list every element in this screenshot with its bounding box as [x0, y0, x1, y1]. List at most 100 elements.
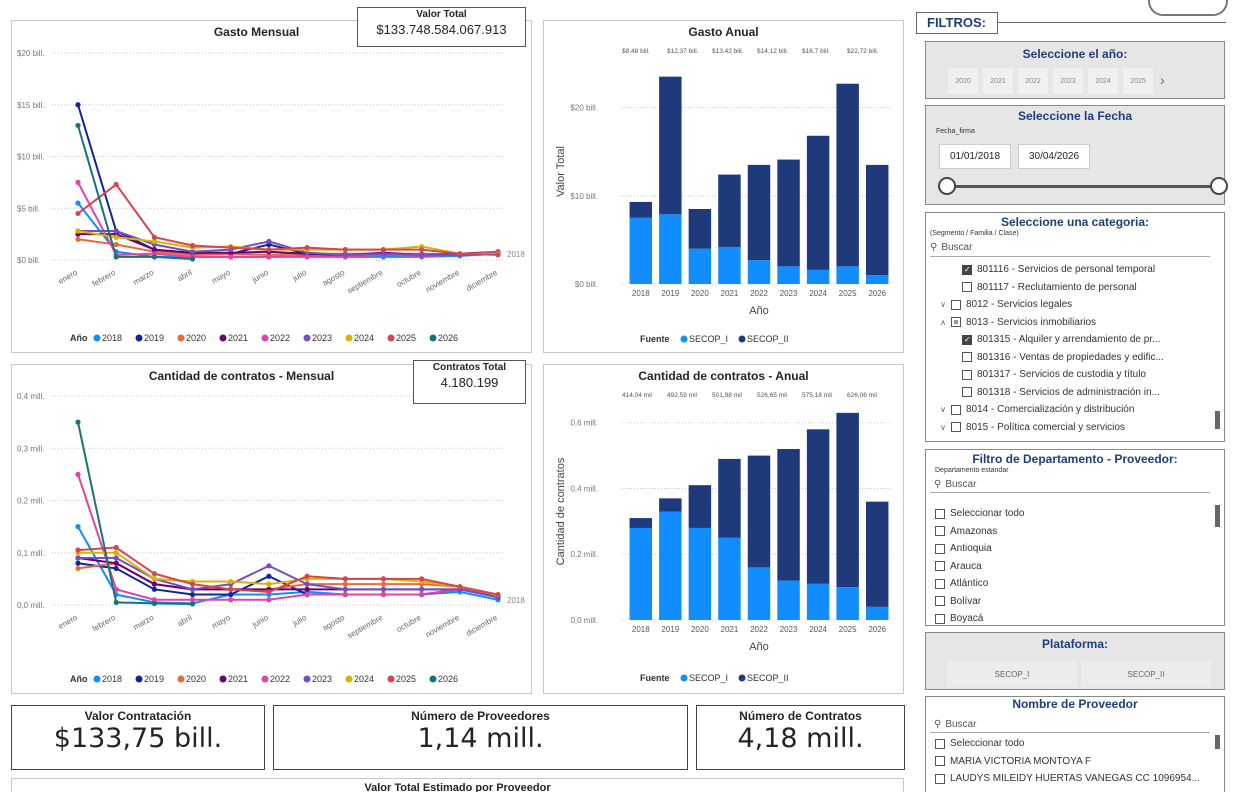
gasto-mensual-point-2026: [151, 254, 157, 260]
gasto-mensual-series-line-2025: [77, 183, 499, 256]
proveedor-scrollbar[interactable]: [1215, 735, 1220, 749]
contratos-mensual-point-2023: [113, 555, 119, 561]
year-option-2023[interactable]: 2023: [1053, 68, 1083, 94]
category-item[interactable]: 801117 - Reclutamiento de personal: [926, 279, 1216, 297]
contratos-mensual-legend-marker-2024: [345, 675, 353, 683]
checkbox-icon[interactable]: [951, 299, 961, 310]
category-item[interactable]: ∨ 8015 - Política comercial y servicios: [926, 419, 1216, 437]
checkbox-icon[interactable]: [962, 264, 972, 275]
checkbox-icon[interactable]: [935, 508, 945, 519]
category-scrollbar[interactable]: [1215, 411, 1220, 429]
gasto-anual-x-tick: 2018: [632, 289, 650, 298]
contratos-mensual-y-tick: 0,0 mill.: [17, 601, 45, 610]
gasto-anual-title: Gasto Anual: [688, 25, 759, 39]
date-slider-end-handle[interactable]: [1210, 177, 1228, 195]
departamento-item[interactable]: Amazonas: [935, 523, 1215, 541]
gasto-anual-x-tick: 2023: [780, 289, 798, 298]
checkbox-icon[interactable]: [935, 773, 945, 784]
checkbox-icon[interactable]: [935, 613, 945, 624]
chevron-up-icon[interactable]: ∧: [940, 317, 946, 327]
proveedor-item[interactable]: MARIA VICTORIA MONTOYA F: [935, 753, 1215, 771]
checkbox-icon[interactable]: [935, 543, 945, 554]
year-option-2021[interactable]: 2021: [983, 68, 1013, 94]
gasto-mensual-x-tick: junio: [250, 268, 270, 285]
checkbox-icon[interactable]: [962, 352, 972, 363]
checkbox-icon[interactable]: [962, 282, 972, 293]
category-search-divider: [930, 256, 1210, 257]
checkbox-icon[interactable]: [962, 387, 972, 398]
departamento-search[interactable]: ⚲ Buscar: [934, 479, 1224, 490]
contratos-anual-x-tick: 2026: [868, 625, 886, 634]
category-item[interactable]: 801315 - Alquiler y arrendamiento de pr.…: [926, 331, 1216, 349]
gasto-mensual-legend-marker-2025: [387, 334, 395, 342]
chevron-right-icon[interactable]: ›: [1160, 72, 1165, 88]
proveedor-item[interactable]: Seleccionar todo: [935, 735, 1215, 753]
checkbox-icon[interactable]: [962, 369, 972, 380]
departamento-scrollbar[interactable]: [1215, 505, 1220, 527]
contratos-mensual-x-tick: septiembre: [346, 613, 385, 641]
year-option-2025[interactable]: 2025: [1123, 68, 1153, 94]
gasto-mensual-legend-marker-2023: [303, 334, 311, 342]
checkbox-icon[interactable]: [935, 578, 945, 589]
plataforma-secop-i-button[interactable]: SECOP_I: [947, 661, 1077, 687]
gasto-anual-bar-SECOP_II: [806, 135, 830, 270]
checkbox-icon[interactable]: [935, 738, 945, 749]
departamento-item[interactable]: Atlántico: [935, 575, 1215, 593]
chevron-down-icon[interactable]: ∨: [940, 300, 946, 310]
departamento-item[interactable]: Boyacá: [935, 610, 1215, 628]
category-item[interactable]: ∧ 8013 - Servicios inmobiliarios: [926, 314, 1216, 332]
contratos-anual-x-tick: 2021: [721, 625, 739, 634]
contratos-mensual-point-2022: [75, 471, 81, 477]
category-search[interactable]: ⚲ Buscar: [930, 240, 1224, 254]
checkbox-icon[interactable]: [935, 561, 945, 572]
proveedor-item[interactable]: LAUDYS MILEIDY HUERTAS VANEGAS CC 109695…: [935, 770, 1215, 788]
departamento-item[interactable]: Arauca: [935, 558, 1215, 576]
contratos-anual-bar-SECOP_II: [865, 501, 889, 607]
departamento-item-label: Boyacá: [950, 613, 984, 625]
checkbox-icon[interactable]: [951, 404, 961, 415]
date-end-input[interactable]: 30/04/2026: [1018, 144, 1090, 169]
checkbox-icon[interactable]: [962, 334, 972, 345]
year-option-2020[interactable]: 2020: [948, 68, 978, 94]
category-item[interactable]: 801318 - Servicios de administración in.…: [926, 384, 1216, 402]
reset-filters-button[interactable]: [1148, 0, 1228, 16]
category-item[interactable]: ∨ 8012 - Servicios legales: [926, 296, 1216, 314]
category-item[interactable]: 801316 - Ventas de propiedades y edific.…: [926, 349, 1216, 367]
year-option-2022[interactable]: 2022: [1018, 68, 1048, 94]
checkbox-icon[interactable]: [935, 596, 945, 607]
valor-proveedor-title: Valor Total Estimado por Proveedor: [364, 782, 551, 792]
contratos-mensual-point-2022: [266, 597, 272, 603]
gasto-mensual-point-2023: [380, 251, 387, 257]
gasto-mensual-point-2022: [266, 254, 272, 260]
date-slider-start-handle[interactable]: [938, 177, 956, 195]
contratos-mensual-point-2021: [304, 586, 310, 592]
chevron-down-icon[interactable]: ∨: [940, 405, 946, 415]
contratos-mensual-series-line-2024: [78, 551, 499, 596]
gasto-mensual-x-tick: febrero: [91, 268, 118, 289]
checkbox-icon[interactable]: [935, 526, 945, 537]
category-item[interactable]: 801317 - Servicios de custodia y título: [926, 366, 1216, 384]
proveedor-search[interactable]: ⚲ Buscar: [934, 719, 1224, 730]
checkbox-icon[interactable]: [951, 422, 961, 433]
gasto-mensual-point-2024: [151, 238, 157, 244]
plataforma-secop-ii-button[interactable]: SECOP_II: [1081, 661, 1211, 687]
category-item[interactable]: ∨ 8014 - Comercialización y distribución: [926, 401, 1216, 419]
checkbox-icon[interactable]: [935, 756, 945, 767]
contratos-total-card: Contratos Total 4.180.199: [413, 360, 526, 404]
date-start-input[interactable]: 01/01/2018: [939, 144, 1011, 169]
contratos-mensual-x-tick: octubre: [395, 613, 423, 634]
chevron-down-icon[interactable]: ∨: [940, 422, 946, 432]
numero-contratos-card: Número de Contratos 4,18 mill.: [696, 705, 905, 770]
departamento-item[interactable]: Antioquia: [935, 540, 1215, 558]
category-item[interactable]: 801116 - Servicios de personal temporal: [926, 261, 1216, 279]
gasto-mensual-x-tick: marzo: [132, 268, 156, 287]
contratos-anual-bar-SECOP_I: [836, 587, 859, 620]
year-option-2024[interactable]: 2024: [1088, 68, 1118, 94]
departamento-item[interactable]: Seleccionar todo: [935, 505, 1215, 523]
departamento-item[interactable]: Bolívar: [935, 593, 1215, 611]
gasto-mensual-series-line-2024: [77, 230, 498, 255]
date-slider-track[interactable]: [946, 185, 1221, 188]
checkbox-icon[interactable]: [951, 317, 961, 328]
contratos-anual-bar-SECOP_I: [688, 527, 712, 620]
gasto-mensual-legend-marker-2021: [219, 334, 227, 342]
